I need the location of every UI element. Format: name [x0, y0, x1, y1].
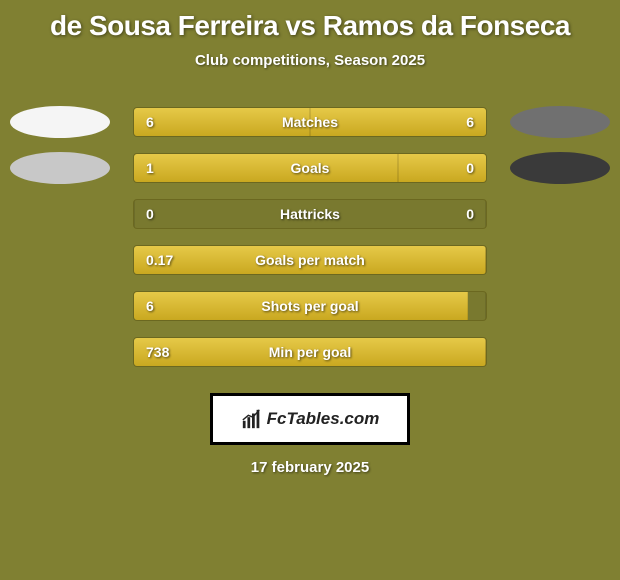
subtitle: Club competitions, Season 2025 — [0, 52, 620, 69]
stats-chart: 6 6 Matches 1 0 Goals 0 0 Hattricks 0.17 Goals per… — [0, 99, 620, 375]
stat-bar: 0.17 Goals per match — [133, 245, 487, 275]
stat-label: Shots per goal — [261, 298, 358, 314]
bar-right-fill — [485, 338, 486, 366]
stat-right-value: 0 — [466, 206, 474, 222]
stat-row: 1 0 Goals — [0, 145, 620, 191]
stat-left-value: 6 — [146, 114, 154, 130]
logo-box[interactable]: FcTables.com — [210, 393, 410, 445]
player-left-ellipse — [10, 152, 110, 184]
stat-label: Hattricks — [280, 206, 340, 222]
stat-left-value: 738 — [146, 344, 169, 360]
bar-right-fill — [485, 292, 486, 320]
stat-bar: 0 0 Hattricks — [133, 199, 487, 229]
player-right-ellipse — [510, 152, 610, 184]
stat-label: Goals — [291, 160, 330, 176]
stat-row: 6 6 Matches — [0, 99, 620, 145]
logo-text: FcTables.com — [267, 409, 380, 429]
stat-label: Min per goal — [269, 344, 351, 360]
stat-left-value: 0.17 — [146, 252, 173, 268]
stat-row: 0 0 Hattricks — [0, 191, 620, 237]
page-title: de Sousa Ferreira vs Ramos da Fonseca — [0, 0, 620, 42]
bar-right-fill — [485, 200, 486, 228]
stat-row: 738 Min per goal — [0, 329, 620, 375]
player-left-ellipse — [10, 106, 110, 138]
stat-right-value: 0 — [466, 160, 474, 176]
stat-left-value: 6 — [146, 298, 154, 314]
date-text: 17 february 2025 — [0, 459, 620, 476]
stat-left-value: 1 — [146, 160, 154, 176]
bar-left-fill — [134, 200, 135, 228]
bar-right-fill — [485, 246, 486, 274]
stat-bar: 1 0 Goals — [133, 153, 487, 183]
stat-right-value: 6 — [466, 114, 474, 130]
stat-row: 6 Shots per goal — [0, 283, 620, 329]
player-right-ellipse — [510, 106, 610, 138]
stat-bar: 6 Shots per goal — [133, 291, 487, 321]
chart-icon — [241, 408, 263, 430]
stat-left-value: 0 — [146, 206, 154, 222]
stat-label: Matches — [282, 114, 338, 130]
stat-label: Goals per match — [255, 252, 365, 268]
stat-row: 0.17 Goals per match — [0, 237, 620, 283]
stat-bar: 738 Min per goal — [133, 337, 487, 367]
stat-bar: 6 6 Matches — [133, 107, 487, 137]
bar-left-fill — [134, 154, 398, 182]
